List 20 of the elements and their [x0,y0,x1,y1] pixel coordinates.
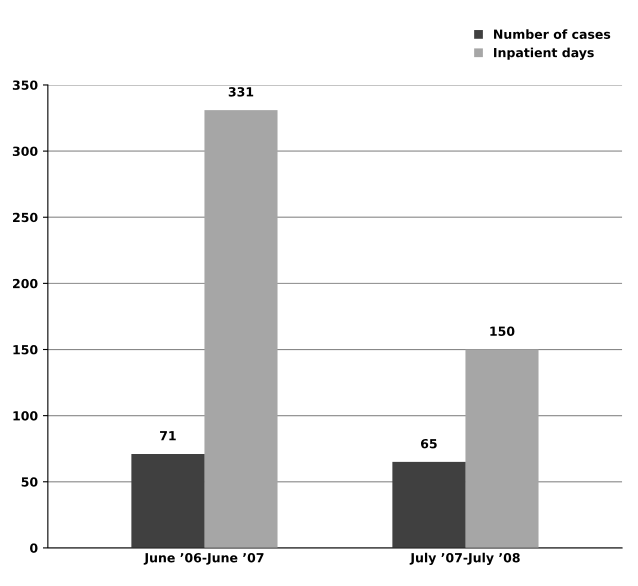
legend-label: Number of cases [494,29,610,39]
bar [131,454,204,548]
bar [465,350,539,548]
bar [392,462,466,548]
x-tick-label: June ’06-June ’07 [144,552,264,565]
y-tick-label: 150 [13,344,38,354]
bar [204,110,278,548]
data-label: 150 [490,326,514,336]
legend-label: Inpatient days [494,48,594,60]
x-tick-label: July ’07-July ’08 [410,552,520,565]
y-tick-label: 300 [12,146,38,156]
y-tick-label: 0 [30,543,38,553]
data-label: 71 [160,431,176,440]
y-tick-label: 50 [22,477,38,487]
y-tick-label: 350 [12,80,38,90]
y-tick-label: 100 [13,411,38,421]
y-tick-label: 200 [13,278,38,288]
y-tick-label: 250 [13,212,38,222]
data-label: 331 [228,87,254,97]
data-label: 65 [420,438,437,448]
